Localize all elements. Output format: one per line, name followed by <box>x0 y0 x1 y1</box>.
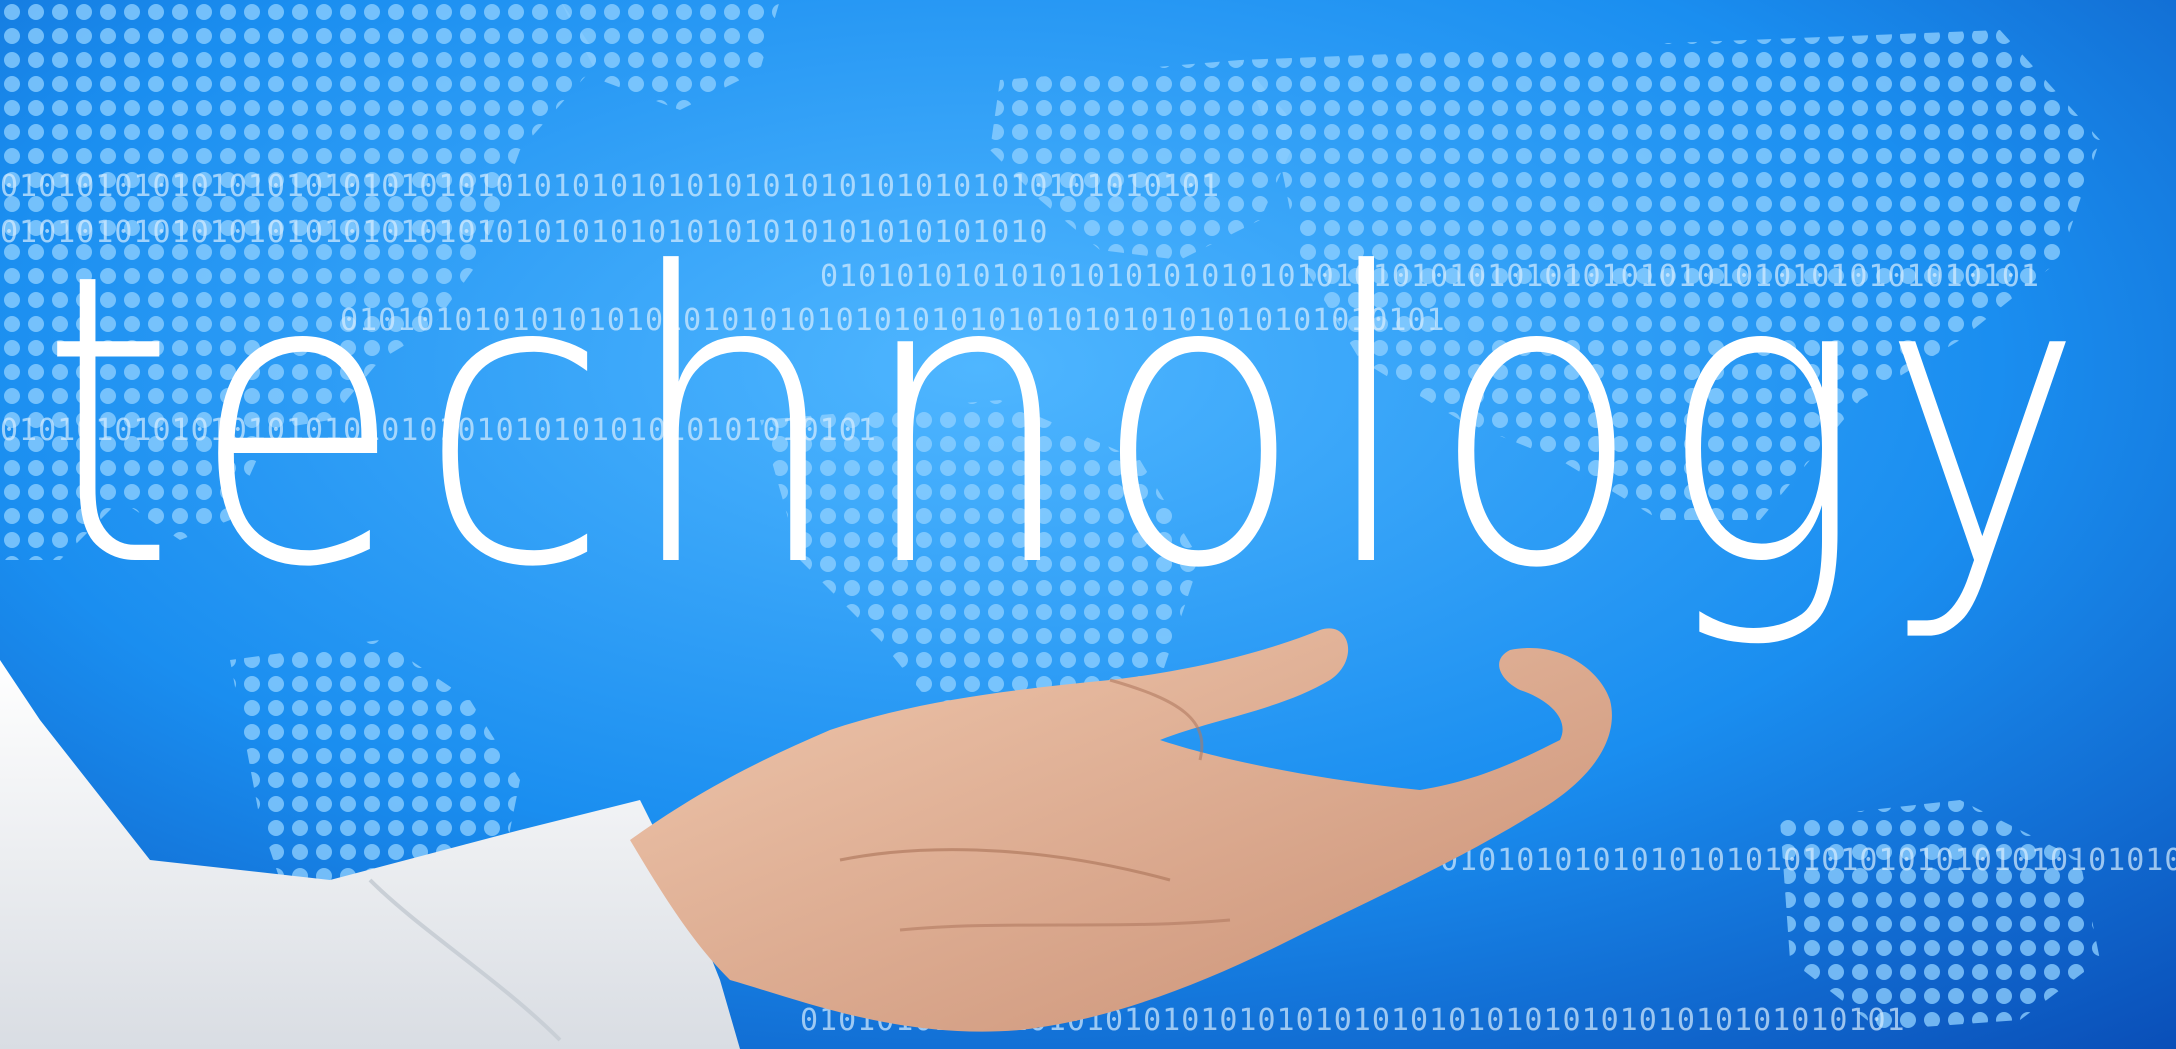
binary-strip: 0101010101010101010101010101010101010101… <box>0 215 1048 250</box>
map-greenland <box>560 0 780 110</box>
binary-strip: 0101010101010101010101010101010101010101… <box>0 169 1220 204</box>
binary-strip: 0101010101010101010101010101010101010101… <box>1440 843 2176 878</box>
hand-crease <box>839 848 1171 882</box>
binary-strip: 0101010101010101010101010101010101010101… <box>820 259 2040 294</box>
shirt-sleeve <box>0 660 740 1049</box>
map-europe <box>990 60 1300 260</box>
hand-crease <box>899 918 1231 932</box>
dotted-world-map <box>0 0 2100 1049</box>
map-north-america <box>0 0 600 560</box>
binary-strip: 0101010101010101010101010101010101010101… <box>0 413 877 448</box>
map-australia <box>1780 800 2100 1030</box>
headline-word: technology <box>40 190 2100 655</box>
binary-strips: 0101010101010101010101010101010101010101… <box>0 169 2176 1038</box>
map-asia <box>1240 30 2100 520</box>
binary-strip: 0101010101010101010101010101010101010101… <box>340 303 1446 338</box>
sleeve-fold <box>368 878 562 1042</box>
thumb-edge <box>1109 678 1204 761</box>
open-hand <box>630 628 1612 1032</box>
